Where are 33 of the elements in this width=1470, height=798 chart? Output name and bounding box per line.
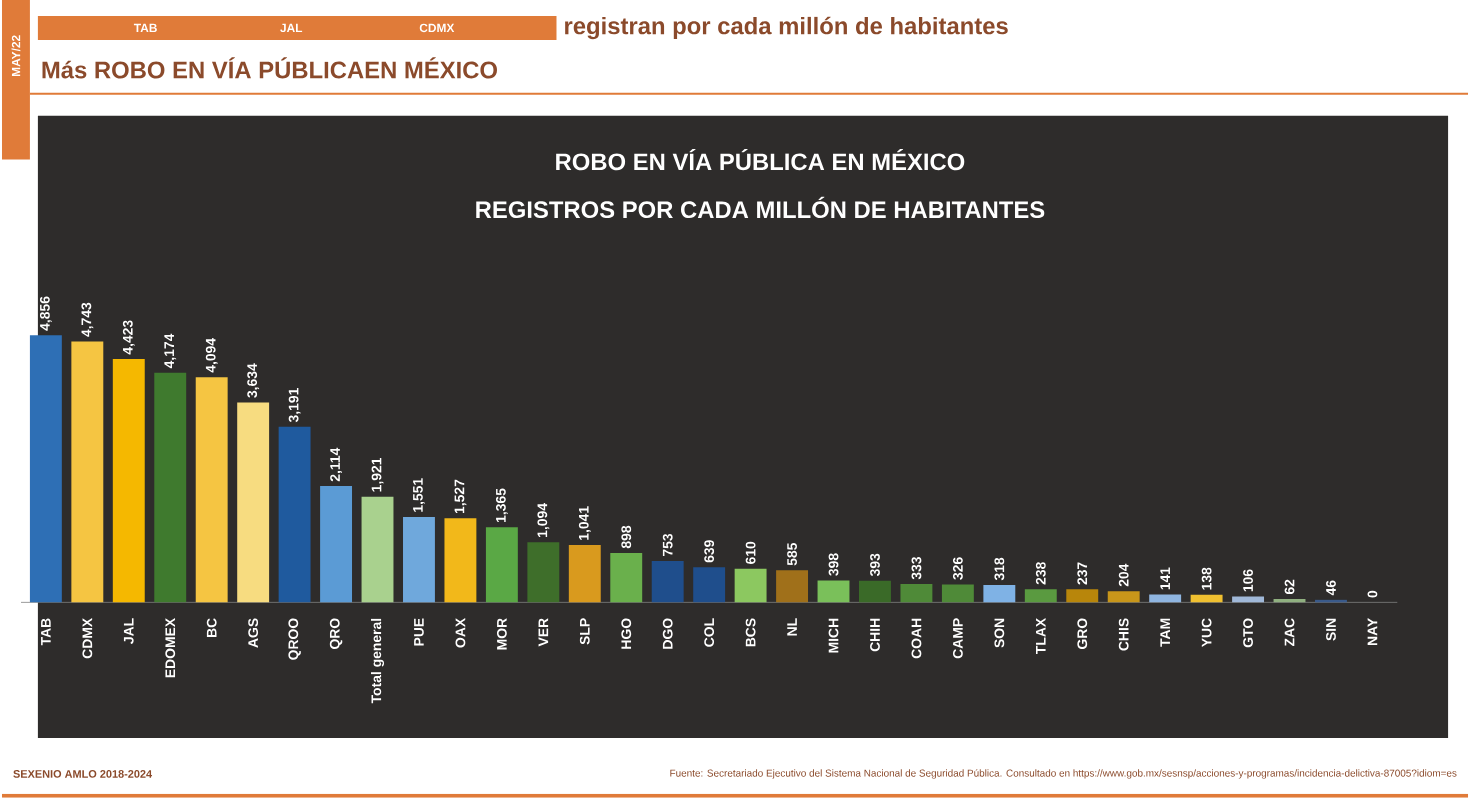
- bar: [71, 341, 104, 603]
- bar: [1149, 594, 1182, 603]
- text: Más ROBO EN VÍA PÚBLICAEN MÉXICO: [42, 57, 497, 79]
- bar: [651, 561, 684, 603]
- bar: [195, 377, 228, 603]
- bar: [568, 545, 601, 603]
- bar: [444, 518, 477, 603]
- bar: [817, 580, 850, 603]
- bar: [527, 542, 560, 603]
- bar: [361, 496, 394, 603]
- bar: [1024, 589, 1057, 603]
- bar: [29, 335, 62, 603]
- bar: [485, 527, 518, 603]
- bar: [320, 486, 353, 603]
- bar: [1107, 591, 1140, 603]
- chart-title: ROBO EN VÍA PÚBLICA EN MÉXICO: [556, 148, 965, 171]
- bar: [112, 359, 145, 603]
- bar: [403, 517, 435, 603]
- bar: [900, 584, 933, 603]
- bar: [693, 567, 726, 603]
- bar: [941, 584, 974, 603]
- bar: [237, 402, 270, 603]
- text: registran por cada millón de habitantes: [565, 16, 1008, 40]
- chart-subtitle: REGISTROS POR CADA MILLÓN DE HABITANTES: [476, 196, 1045, 219]
- bar: [610, 553, 643, 603]
- bar: [154, 372, 187, 603]
- bar: [859, 580, 891, 603]
- bar: [278, 426, 311, 603]
- bar: [734, 568, 767, 603]
- bar: [1190, 594, 1223, 603]
- bar: [1066, 589, 1099, 603]
- bar: [776, 570, 809, 603]
- bar: [983, 584, 1016, 603]
